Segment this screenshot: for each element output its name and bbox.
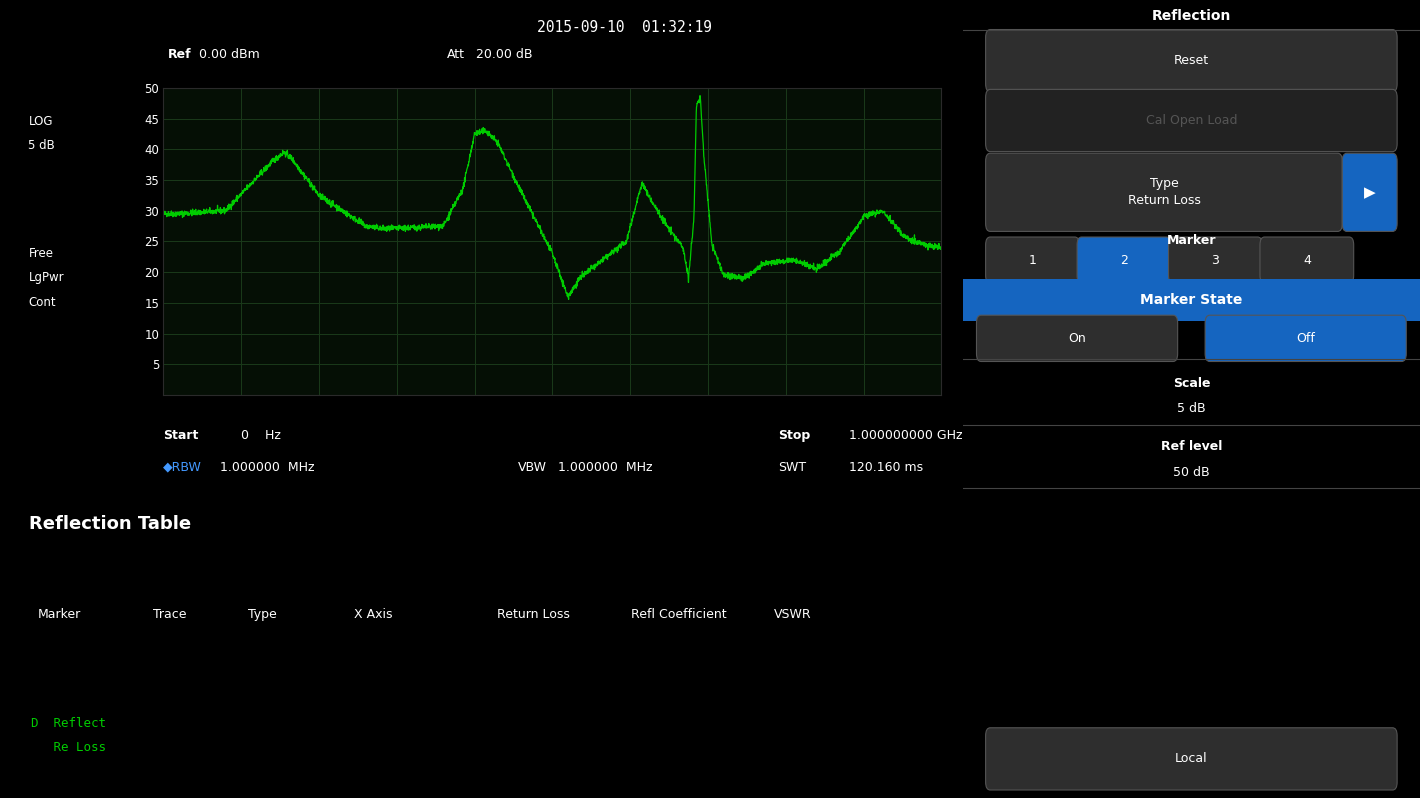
Text: 1.000000  MHz: 1.000000 MHz xyxy=(220,460,315,474)
FancyBboxPatch shape xyxy=(1260,237,1353,283)
Text: Marker State: Marker State xyxy=(1140,293,1242,307)
Text: Cal Open Load: Cal Open Load xyxy=(1146,114,1237,127)
Text: LgPwr: LgPwr xyxy=(28,271,64,284)
Text: Refl Coefficient: Refl Coefficient xyxy=(630,607,727,621)
Text: Scale: Scale xyxy=(1173,377,1210,389)
Text: 0    Hz: 0 Hz xyxy=(241,429,281,442)
Text: On: On xyxy=(1068,332,1086,345)
FancyBboxPatch shape xyxy=(985,89,1397,152)
Text: LOG: LOG xyxy=(28,115,53,128)
Text: Stop: Stop xyxy=(778,429,811,442)
Text: D  Reflect: D Reflect xyxy=(31,717,106,730)
Text: Trace: Trace xyxy=(153,607,186,621)
Text: Cont: Cont xyxy=(28,296,55,309)
Text: 1.000000  MHz: 1.000000 MHz xyxy=(558,460,653,474)
FancyBboxPatch shape xyxy=(977,315,1177,361)
Text: Ref: Ref xyxy=(168,49,192,61)
Text: VSWR: VSWR xyxy=(774,607,812,621)
FancyBboxPatch shape xyxy=(985,153,1342,231)
Text: 50 dB: 50 dB xyxy=(1173,466,1210,479)
Text: Free: Free xyxy=(28,247,54,260)
Text: Ref level: Ref level xyxy=(1160,440,1223,453)
Text: 1.000000000 GHz: 1.000000000 GHz xyxy=(849,429,963,442)
Text: ◆RBW: ◆RBW xyxy=(163,460,202,474)
Text: 1: 1 xyxy=(1028,254,1037,267)
Text: X Axis: X Axis xyxy=(354,607,392,621)
FancyBboxPatch shape xyxy=(985,30,1397,92)
Text: 120.160 ms: 120.160 ms xyxy=(849,460,923,474)
Text: Type: Type xyxy=(248,607,277,621)
Text: Att: Att xyxy=(447,49,466,61)
Text: SWT: SWT xyxy=(778,460,807,474)
Text: Type
Return Loss: Type Return Loss xyxy=(1127,177,1200,207)
Text: Return Loss: Return Loss xyxy=(497,607,569,621)
Text: VBW: VBW xyxy=(518,460,547,474)
Text: Re Loss: Re Loss xyxy=(31,741,106,754)
FancyBboxPatch shape xyxy=(1206,315,1406,361)
Text: 3: 3 xyxy=(1211,254,1220,267)
Text: Reflection: Reflection xyxy=(1152,9,1231,23)
Text: Marker: Marker xyxy=(1167,235,1216,247)
Text: ▶: ▶ xyxy=(1363,185,1376,200)
FancyBboxPatch shape xyxy=(1342,153,1397,231)
FancyBboxPatch shape xyxy=(1078,237,1172,283)
Text: 5 dB: 5 dB xyxy=(28,139,55,152)
Text: Reflection Table: Reflection Table xyxy=(28,516,190,533)
FancyBboxPatch shape xyxy=(985,237,1079,283)
Text: Off: Off xyxy=(1296,332,1315,345)
Text: Local: Local xyxy=(1176,753,1207,765)
FancyBboxPatch shape xyxy=(985,728,1397,790)
Text: 4: 4 xyxy=(1304,254,1311,267)
Text: 5 dB: 5 dB xyxy=(1177,402,1206,415)
Text: Marker: Marker xyxy=(38,607,81,621)
Text: 20.00 dB: 20.00 dB xyxy=(476,49,532,61)
Text: 2015-09-10  01:32:19: 2015-09-10 01:32:19 xyxy=(537,20,713,35)
FancyBboxPatch shape xyxy=(1169,237,1262,283)
Bar xyxy=(963,279,1420,321)
Text: Start: Start xyxy=(163,429,199,442)
Text: 2: 2 xyxy=(1120,254,1127,267)
Text: 0.00 dBm: 0.00 dBm xyxy=(199,49,260,61)
Text: Reset: Reset xyxy=(1174,54,1208,67)
